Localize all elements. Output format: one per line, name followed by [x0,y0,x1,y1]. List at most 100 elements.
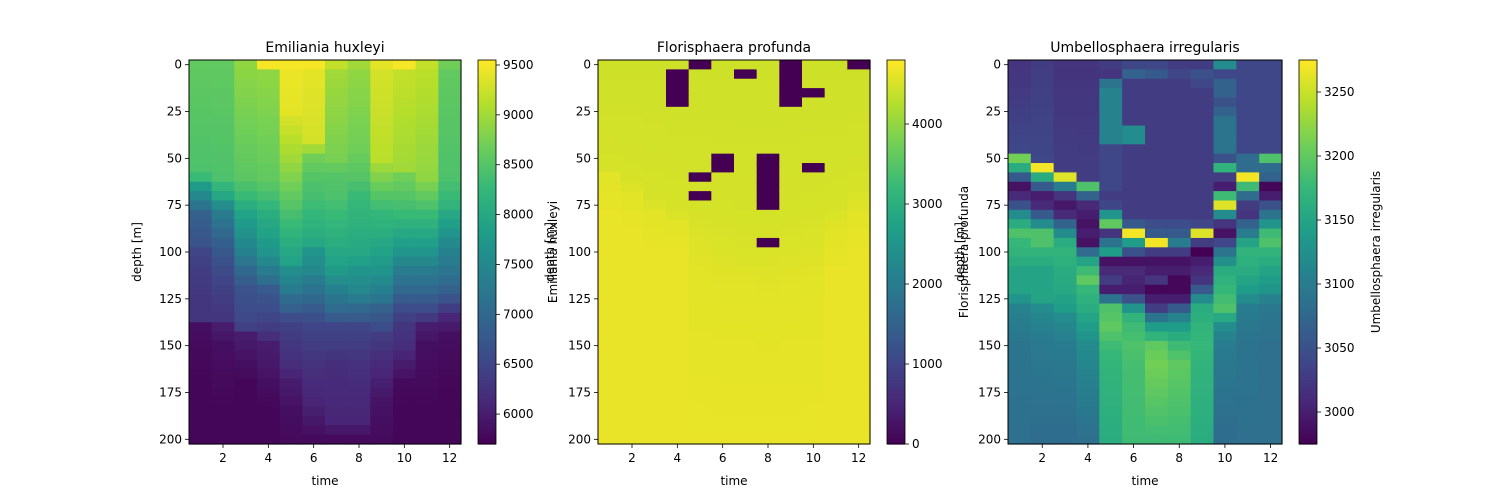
heatmap-cell [779,209,803,220]
heatmap-cell [325,331,349,342]
colorbar-gradient-step [478,271,496,275]
heatmap-cell [711,172,735,183]
heatmap-cell [643,228,667,239]
heatmap-cell [824,303,848,314]
heatmap-cell [347,181,371,192]
heatmap-cell [370,237,394,248]
heatmap-cell [1076,228,1100,239]
heatmap-cell [643,191,667,202]
colorbar-gradient-step [1299,268,1317,272]
colorbar-gradient-step [887,370,905,375]
heatmap-cell [643,88,667,99]
heatmap-cell [347,69,371,80]
heatmap-cell [688,284,712,295]
heatmap-cell [1190,78,1215,89]
colorbar-frame [477,59,497,445]
heatmap-cell [211,340,235,351]
heatmap-cell [211,369,235,380]
heatmap-cell [1259,247,1283,258]
colorbar-gradient-step [478,165,496,170]
colorbar-gradient-step [887,284,905,288]
y-tick-label: 125 [159,292,182,306]
heatmap-cell [1145,266,1169,277]
colorbar-gradient-step [1299,303,1317,307]
heatmap-cell [847,163,871,173]
heatmap-cell [824,256,848,267]
heatmap-cell [234,60,258,70]
heatmap-cell [1167,153,1192,164]
heatmap-cell [1145,294,1169,305]
heatmap-cell [824,415,848,426]
colorbar-gradient-step [1299,415,1317,419]
heatmap-cell [1030,172,1055,183]
heatmap-cell [734,256,758,267]
colorbar-tick-label: 3000 [1324,405,1355,419]
heatmap-cell [1213,378,1237,389]
colorbar-gradient-step [1299,408,1317,413]
heatmap-cell [643,303,667,314]
heatmap-cell [847,209,871,220]
heatmap-cell [1076,191,1100,202]
heatmap-cell [1053,116,1078,127]
heatmap-cell [643,331,667,342]
heatmap-cell [234,116,258,127]
heatmap-cell [1145,256,1169,267]
heatmap-cell [1099,78,1123,89]
heatmap-cell [1190,340,1215,351]
heatmap-cell [393,78,417,89]
heatmap-cell [1145,247,1169,258]
heatmap-cell [189,219,213,230]
heatmap-cell [734,237,758,248]
heatmap-cell [688,116,712,127]
heatmap-cell [257,97,281,108]
heatmap-cell [1030,97,1055,108]
heatmap-cell [598,415,622,426]
heatmap-cell [643,237,667,248]
heatmap-cell [1099,247,1123,258]
heatmap-cell [847,60,871,70]
colorbar-gradient-step [1299,188,1317,192]
heatmap-cell [688,415,712,426]
heatmap-cell [393,106,417,117]
heatmap-cell [257,181,281,192]
colorbar-gradient-step [1299,300,1317,304]
heatmap-cell [325,153,349,164]
colorbar-gradient-step [478,389,496,394]
heatmap-cell [824,78,848,89]
heatmap-cell [302,106,326,117]
heatmap-cell [847,256,871,267]
heatmap-cell [234,125,258,136]
heatmap-cell [734,266,758,277]
heatmap-cell [1167,228,1192,239]
heatmap-cell [1259,163,1283,173]
heatmap-cell [1053,397,1078,408]
colorbar-gradient-step [478,159,496,163]
heatmap-cell [325,303,349,314]
heatmap-cell [1008,172,1032,183]
heatmap-cell [438,144,462,155]
heatmap-cell [847,219,871,230]
colorbar-gradient-step [478,424,496,429]
colorbar-gradient-step [1299,216,1317,221]
heatmap-cell [1213,228,1237,239]
colorbar-gradient-step [1299,140,1317,144]
heatmap-cell [1008,331,1032,342]
panel-title: Florisphaera profunda [657,40,811,56]
colorbar-gradient-step [478,392,496,397]
colorbar-gradient-step [887,421,905,426]
heatmap-cell [257,284,281,295]
heatmap-cell [1053,331,1078,342]
heatmap-cell [257,322,281,333]
heatmap-cell [415,397,439,408]
heatmap-cell [802,125,826,136]
colorbar-gradient-step [1299,389,1317,394]
heatmap-cell [302,434,326,445]
heatmap-cell [1053,97,1078,108]
heatmap-cell [189,97,213,108]
heatmap-cell [279,378,303,389]
heatmap-cell [234,69,258,80]
heatmap-cell [325,322,349,333]
heatmap-cell [347,256,371,267]
heatmap-cell [279,284,303,295]
heatmap-cell [347,247,371,258]
